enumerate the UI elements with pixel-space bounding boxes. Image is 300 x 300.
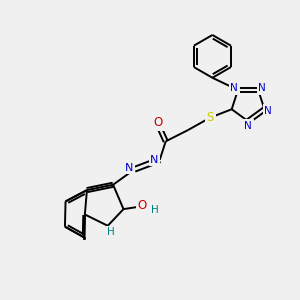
Text: N: N bbox=[125, 163, 133, 173]
Text: O: O bbox=[154, 116, 163, 129]
Text: N: N bbox=[230, 83, 238, 94]
Text: H: H bbox=[107, 227, 115, 237]
Text: N: N bbox=[244, 121, 252, 130]
Text: N: N bbox=[150, 155, 159, 165]
Text: H: H bbox=[151, 205, 158, 215]
Text: S: S bbox=[207, 111, 214, 124]
Text: N: N bbox=[265, 106, 272, 116]
Text: N: N bbox=[258, 83, 266, 94]
Text: O: O bbox=[137, 199, 147, 212]
